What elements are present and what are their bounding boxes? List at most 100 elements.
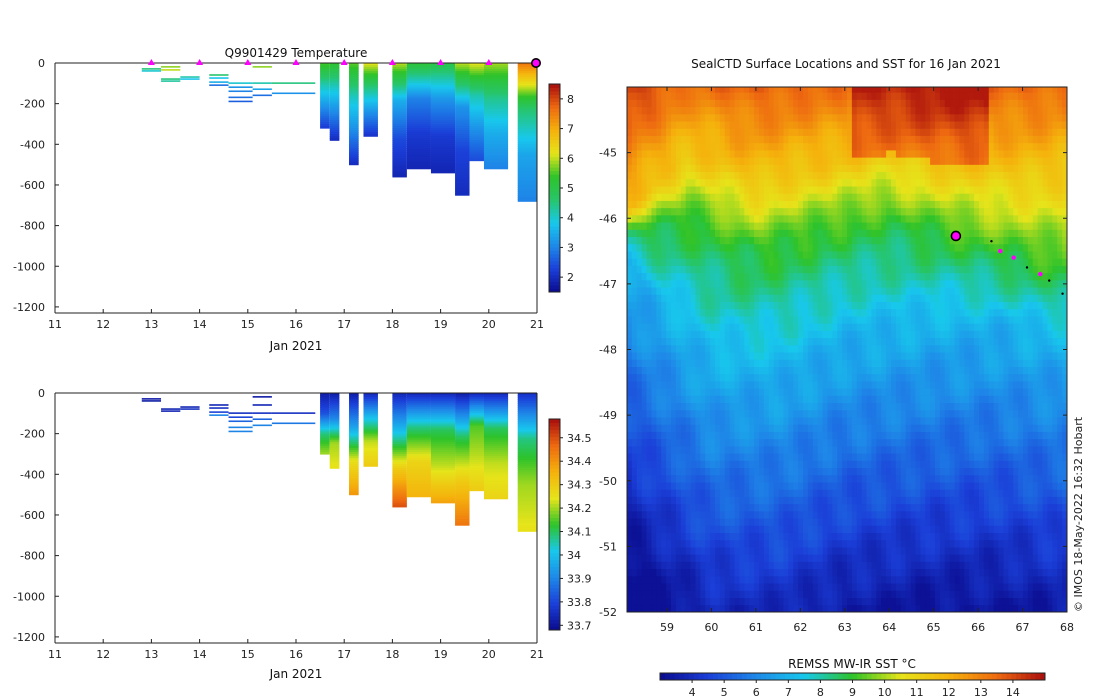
sst-cell	[798, 561, 804, 570]
sst-cell	[793, 222, 799, 230]
sst-cell	[646, 99, 652, 108]
sst-cell	[744, 539, 750, 548]
sst-cell	[847, 445, 853, 454]
profile-10-cell	[517, 464, 537, 467]
sst-cell	[812, 236, 819, 245]
profile-7-cell	[455, 123, 470, 127]
sst-map-panel: SealCTD Surface Locations and SST for 16…	[599, 57, 1085, 699]
sst-cell	[729, 409, 735, 418]
sst-cell	[675, 547, 682, 555]
sst-cell	[803, 207, 809, 216]
sst-cell	[627, 99, 633, 108]
sst-cell	[734, 474, 740, 483]
sst-cell	[856, 287, 863, 295]
sst-cell	[803, 532, 809, 541]
sst-cell	[734, 409, 740, 418]
profile-7-cell	[455, 395, 470, 398]
profile-10-cell	[517, 83, 537, 86]
sst-cell	[754, 467, 760, 476]
sst-cell	[651, 214, 657, 223]
profile-10-cell	[517, 458, 537, 461]
sst-cell	[641, 92, 647, 100]
profile-3-cell	[363, 397, 378, 400]
sst-cell	[685, 583, 691, 591]
sst-cell	[715, 128, 721, 136]
sst-cell	[641, 150, 647, 158]
sst-cell	[768, 200, 775, 209]
profile-1-cell	[329, 97, 340, 101]
sst-cell	[631, 496, 638, 505]
profile-0-cell	[320, 433, 330, 437]
sst-cell	[788, 525, 794, 533]
profile-5-cell	[406, 474, 431, 477]
sst-cell	[793, 207, 799, 216]
sst-cell	[763, 171, 770, 180]
sst-cell	[666, 373, 672, 382]
sst-cell	[646, 590, 652, 598]
sst-cell	[729, 99, 735, 108]
sst-cell	[759, 150, 765, 158]
profile-7-cell	[455, 113, 470, 117]
sst-cell	[807, 186, 814, 194]
profile-8-cell	[469, 85, 484, 88]
sst-cell	[812, 547, 819, 555]
sst-cell	[666, 482, 672, 490]
sst-cell	[817, 106, 823, 115]
profile-9-cell	[483, 480, 509, 484]
sst-cell	[778, 583, 784, 591]
profile-10-cell	[517, 405, 537, 408]
sst-cell	[788, 229, 794, 238]
sst-cell	[671, 121, 677, 129]
temperature-panel: Q9901429 Temperature 11 12 13 14 15 16 17 18 19 2…	[13, 46, 574, 353]
sst-cell	[651, 236, 657, 245]
sst-cell	[651, 106, 657, 115]
sst-cell	[788, 583, 794, 591]
sst-cell	[685, 87, 691, 93]
salinity-axes: 11 12 13 14 15 16 17 18 19 20 210-200-400-600-800-…	[13, 387, 544, 661]
sst-cell	[832, 539, 838, 548]
sst-cell	[666, 251, 672, 259]
sst-cell	[690, 547, 696, 555]
profile-10-cell	[517, 91, 537, 95]
sst-cell	[851, 496, 858, 505]
profile-8-cell	[469, 484, 484, 488]
sst-cell	[671, 344, 677, 353]
sst-cell	[793, 503, 799, 512]
sst-cell	[817, 409, 823, 418]
sst-cell	[744, 575, 750, 584]
sst-cell	[710, 243, 716, 252]
sst-cell	[729, 474, 735, 483]
sst-cell	[724, 352, 731, 360]
sst-cell	[754, 590, 760, 598]
sst-cell	[656, 445, 662, 454]
profile-7-cell	[455, 482, 470, 486]
profile-5-cell	[406, 488, 431, 492]
sst-cell	[695, 395, 701, 404]
sst-cell	[666, 388, 672, 396]
sst-cell	[754, 92, 760, 100]
sst-cell	[739, 489, 745, 497]
sst-cell	[641, 236, 647, 245]
sst-cell	[636, 287, 643, 295]
sst-cell	[763, 359, 770, 367]
sst-cell	[783, 424, 789, 432]
sst-cell	[793, 323, 799, 331]
sst-cell	[763, 532, 770, 541]
profile-9-cell	[483, 490, 509, 494]
sst-cell	[739, 142, 745, 151]
sst-cell	[685, 294, 691, 302]
profile-9-cell	[483, 427, 509, 431]
sst-cell	[749, 135, 755, 144]
sst-cell	[768, 106, 775, 115]
sst-cell	[661, 482, 667, 490]
sst-cell	[788, 150, 794, 158]
colorbar-swatch	[549, 622, 560, 627]
sst-cell	[690, 150, 696, 158]
sst-cell	[636, 323, 643, 331]
sst-cell	[812, 214, 819, 223]
profile-10-cell	[517, 164, 537, 168]
profile-7-cell	[455, 462, 470, 465]
sst-cell	[680, 489, 687, 497]
profile-3-cell	[363, 105, 378, 109]
profile-10-cell	[517, 527, 537, 530]
